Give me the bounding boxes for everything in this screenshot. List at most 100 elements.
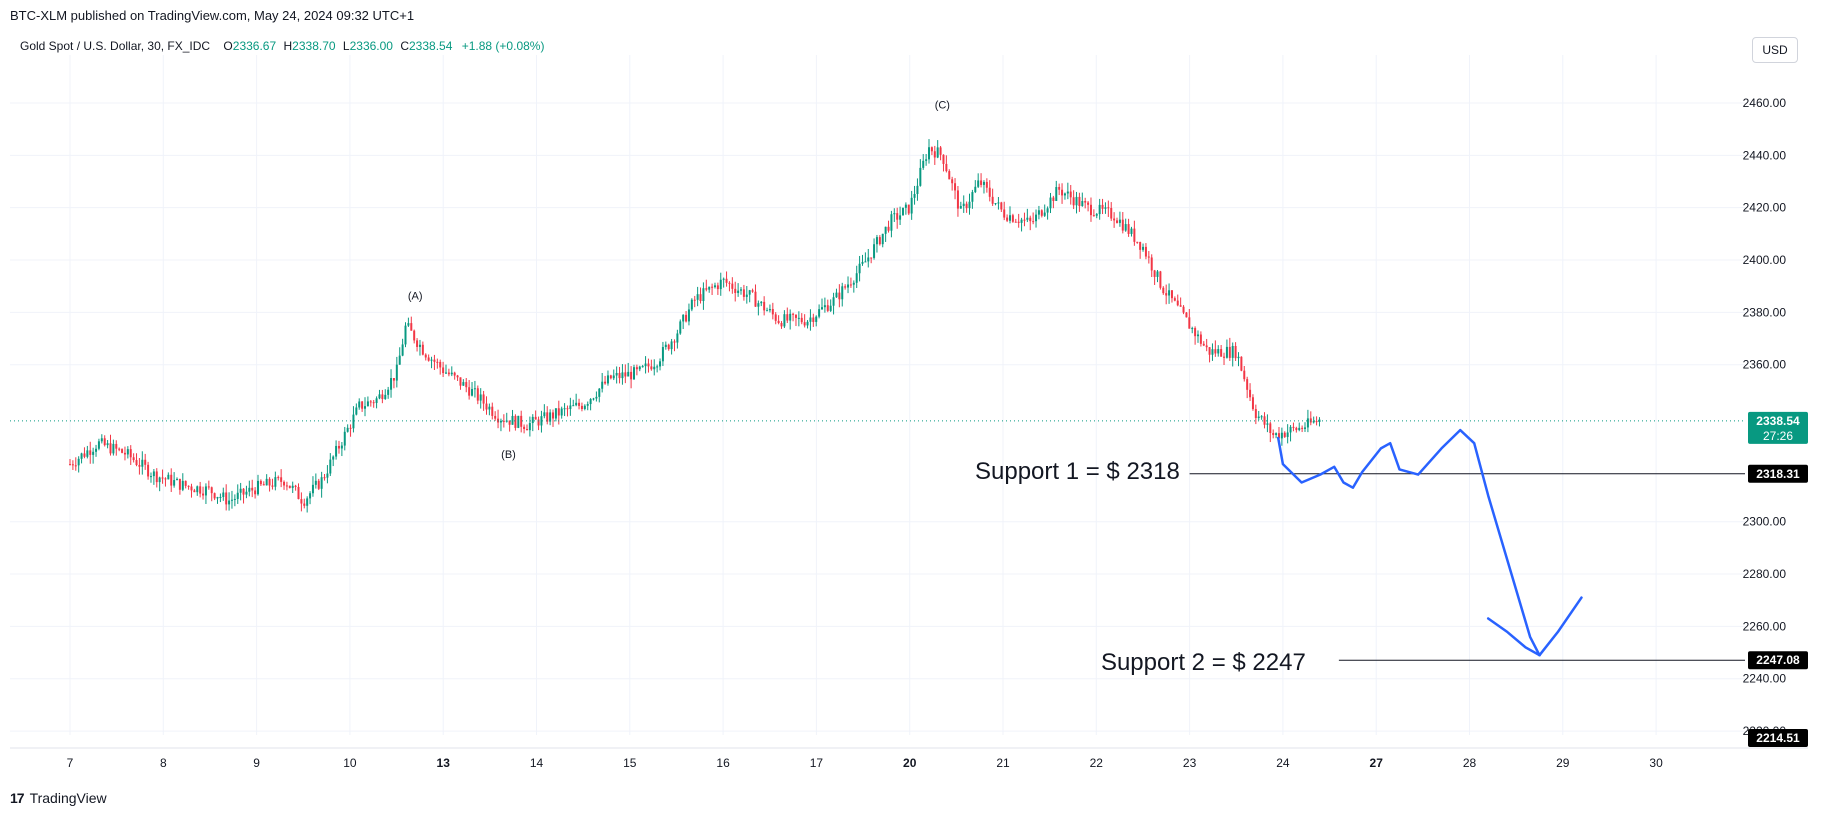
- candle-body: [783, 314, 786, 327]
- candle-body: [930, 147, 933, 152]
- candle-body: [1280, 432, 1283, 439]
- x-tick-label: 24: [1276, 756, 1290, 770]
- candle-body: [650, 366, 653, 370]
- candle-body: [959, 206, 962, 209]
- current-price-badge-price: 2338.54: [1756, 414, 1800, 428]
- support-2-badge-bg: [1748, 651, 1808, 670]
- candle-body: [488, 406, 491, 410]
- candle-body: [418, 344, 421, 347]
- candle-body: [537, 419, 540, 426]
- candle-body: [285, 485, 288, 487]
- candle-body: [280, 477, 283, 482]
- candle-body: [731, 283, 734, 289]
- candle-body: [841, 286, 844, 300]
- tradingview-logo[interactable]: 17 TradingView: [10, 790, 107, 806]
- candle-body: [219, 496, 222, 498]
- candle-body: [1124, 224, 1127, 231]
- candle-body: [609, 375, 612, 379]
- candle-body: [392, 378, 395, 381]
- candle-body: [309, 493, 312, 499]
- candle-body: [207, 486, 210, 488]
- candle-body: [465, 382, 468, 388]
- candle-body: [1139, 242, 1142, 250]
- candle-body: [410, 323, 413, 331]
- candle-body: [656, 366, 659, 368]
- candle-body: [742, 289, 745, 297]
- overlays: (A) (B) (C) Support 1 = $ 2318 Support 2 = $…: [10, 100, 1745, 676]
- candle-body: [855, 273, 858, 283]
- candle-body: [1006, 217, 1009, 221]
- candle-body: [349, 427, 352, 429]
- candle-body: [476, 388, 479, 401]
- candle-body: [852, 282, 855, 285]
- candle-body: [468, 387, 471, 396]
- candle-body: [1020, 219, 1023, 223]
- candle-body: [86, 450, 89, 457]
- candle-body: [1098, 204, 1101, 215]
- currency-button[interactable]: USD: [1752, 37, 1798, 63]
- candle-body: [95, 448, 98, 452]
- candle-body: [531, 416, 534, 424]
- candle-body: [661, 347, 664, 362]
- candle-body: [884, 226, 887, 234]
- symbol-title[interactable]: Gold Spot / U.S. Dollar, 30, FX_IDC: [20, 39, 211, 53]
- candle-body: [760, 301, 763, 304]
- candle-body: [1032, 221, 1035, 223]
- candle-body: [1023, 219, 1026, 221]
- high-label: H: [283, 39, 293, 53]
- candle-body: [1017, 221, 1020, 223]
- candle-body: [580, 405, 583, 410]
- candle-body: [1104, 207, 1107, 209]
- low-label: L: [342, 39, 350, 53]
- candle-body: [673, 341, 676, 343]
- candle-body: [1089, 204, 1092, 216]
- candle-body: [592, 398, 595, 400]
- candle-body: [627, 371, 630, 377]
- candle-body: [502, 420, 505, 422]
- candle-body: [1188, 317, 1191, 329]
- candle-body: [1194, 328, 1197, 337]
- candle-body: [1283, 432, 1286, 437]
- candle-body: [774, 314, 777, 321]
- candle-body: [1066, 191, 1069, 194]
- candle-body: [997, 202, 1000, 204]
- candle-body: [355, 407, 358, 415]
- candle-body: [1275, 433, 1278, 436]
- candle-body: [340, 445, 343, 449]
- candle-body: [187, 485, 190, 487]
- candle-body: [922, 160, 925, 168]
- candle-body: [1133, 228, 1136, 242]
- candle-body: [630, 371, 633, 380]
- candle-body: [1107, 207, 1110, 209]
- candle-body: [716, 285, 719, 290]
- candle-body: [491, 406, 494, 416]
- candle-body: [523, 426, 526, 430]
- candle-body: [1055, 186, 1058, 201]
- candle-body: [1040, 210, 1043, 216]
- candle-body: [589, 399, 592, 405]
- candle-body: [690, 299, 693, 310]
- tradingview-logo-text: TradingView: [29, 790, 107, 806]
- candle-body: [971, 192, 974, 202]
- candle-body: [956, 190, 959, 209]
- candle-body: [896, 213, 899, 220]
- candle-body: [233, 498, 236, 500]
- candle-body: [193, 490, 196, 493]
- candle-body: [1142, 246, 1145, 250]
- candle-body: [158, 477, 161, 483]
- candle-body: [346, 427, 349, 432]
- candle-body: [687, 309, 690, 322]
- candle-body: [1191, 328, 1194, 330]
- candle-body: [546, 412, 549, 422]
- candle-body: [390, 378, 393, 390]
- candle-body: [1092, 215, 1095, 217]
- x-tick-label: 22: [1090, 756, 1104, 770]
- candle-body: [210, 487, 213, 494]
- candle-body: [823, 305, 826, 308]
- candle-body: [1246, 379, 1249, 390]
- candle-body: [1208, 347, 1211, 355]
- candle-body: [789, 313, 792, 321]
- candle-body: [1118, 219, 1121, 223]
- candle-body: [178, 478, 181, 490]
